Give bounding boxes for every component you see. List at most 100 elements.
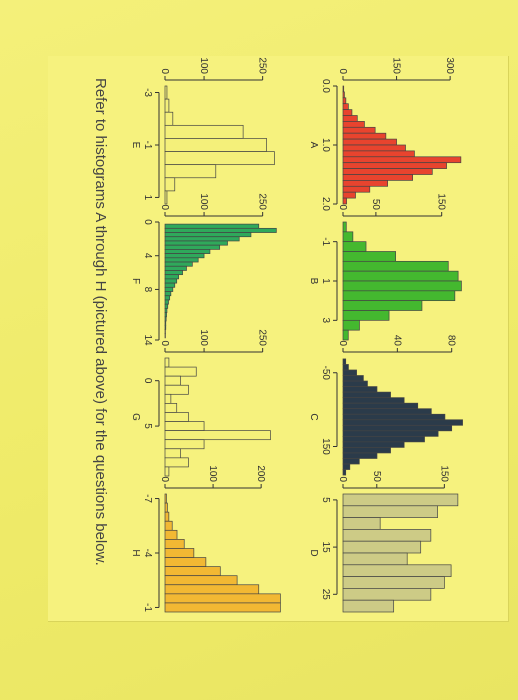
histogram-B: 0 50 150 -1 1 3 B [308, 193, 462, 341]
y-tick-label: 0 [337, 68, 348, 74]
histogram-C-bar [342, 375, 364, 382]
histogram-D-bar [342, 493, 459, 507]
histogram-G-bar [164, 393, 172, 404]
histogram-H-bar [164, 557, 207, 567]
histogram-G-bar [164, 357, 170, 368]
y-tick-label: 0 [337, 340, 348, 346]
y-tick-label: 80 [446, 335, 457, 347]
histogram-C-bar [342, 402, 419, 410]
histogram-G-bar [164, 457, 189, 468]
y-tick-label: 0 [337, 204, 348, 210]
histogram-F-bar [164, 295, 171, 301]
histogram-F-bar [164, 249, 211, 254]
panel-label-B: B [308, 278, 319, 285]
y-tick-label: 150 [436, 193, 447, 210]
histogram-C-bar [342, 458, 360, 465]
histogram-D-bar [342, 505, 438, 518]
histogram-C-bar [342, 469, 347, 476]
histogram-A-bar [342, 185, 371, 193]
histogram-C-bar [342, 436, 425, 443]
histogram-F-bar [164, 320, 167, 326]
x-tick-label: 14 [142, 334, 153, 346]
histogram-A-bar [342, 126, 376, 134]
x-tick-label: 0 [142, 378, 153, 384]
x-tick-label: 1 [142, 195, 153, 201]
histogram-H-bar [164, 602, 281, 613]
histogram-A-bar [342, 144, 406, 152]
histogram-E-bar [164, 177, 176, 192]
histogram-A-bar [342, 174, 413, 181]
histogram-C-bar [342, 441, 405, 448]
y-tick-label: 250 [257, 329, 268, 346]
paper-sheet: 0 150 300 0.0 1.0 2.0 A 0 50 150 -1 1 3 B 0 40 80 -50 150 C… [48, 56, 509, 622]
histogram-D-bar [342, 529, 432, 542]
histogram-B-bar [342, 319, 360, 331]
x-tick-label: 25 [320, 589, 331, 601]
y-tick-label: 0 [159, 204, 170, 210]
histogram-B-bar [342, 270, 459, 282]
panel-label-E: E [130, 142, 141, 149]
histogram-G-bar [164, 466, 170, 477]
histogram-G-bar [164, 421, 205, 431]
x-tick-label: 1 [320, 278, 331, 284]
panel-label-F: F [130, 278, 141, 284]
histogram-C-bar [342, 419, 463, 426]
histogram-F-bar [164, 312, 167, 318]
histogram-F: 0 100 250 0 4 8 14 F [130, 193, 277, 346]
histogram-A-bar [342, 121, 365, 128]
y-tick-label: 250 [257, 193, 268, 210]
histogram-E-bar [164, 138, 267, 152]
histogram-A-bar [342, 115, 358, 122]
histogram-A: 0 150 300 0.0 1.0 2.0 A [308, 57, 462, 211]
histogram-G: 0 100 250 0 5G [130, 329, 271, 477]
histogram-F-bar [164, 286, 174, 292]
histogram-A-bar [342, 150, 415, 158]
histogram-B-bar [342, 241, 367, 252]
histogram-B-bar [342, 329, 349, 341]
caption-text: Refer to histograms A through H (picture… [92, 78, 109, 566]
y-tick-label: 150 [438, 465, 449, 482]
histogram-F-bar [164, 282, 176, 288]
histogram-H-bar [164, 566, 221, 577]
histogram-D-bar [342, 552, 408, 566]
histogram-C-bar [342, 447, 391, 454]
y-tick-label: 100 [207, 465, 218, 482]
x-tick-label: -4 [142, 549, 153, 558]
histogram-A-bar [342, 109, 353, 116]
histogram-C-bar [342, 369, 357, 376]
histogram-H-bar [164, 593, 281, 604]
y-tick-label: 100 [198, 193, 209, 210]
histogram-G-bar [164, 375, 181, 386]
histogram-D-bar [342, 517, 381, 530]
histogram-H-bar [164, 511, 170, 522]
panel-label-H: H [130, 549, 141, 556]
x-tick-label: -3 [142, 88, 153, 97]
histogram-A-bar [342, 180, 388, 187]
histogram-D-bar [342, 599, 395, 613]
histogram-A-bar [342, 91, 345, 99]
histogram-F-bar [164, 265, 187, 271]
histogram-B-bar [342, 300, 423, 311]
x-tick-label: 2.0 [320, 197, 331, 211]
histogram-G-bar [164, 430, 271, 441]
y-tick-label: 150 [391, 57, 402, 74]
y-tick-label: 50 [370, 199, 381, 211]
histogram-G-bar [164, 366, 197, 377]
histogram-E-bar [164, 190, 168, 205]
x-tick-label: -1 [142, 603, 153, 612]
histogram-B-bar [342, 290, 456, 302]
histogram-F-bar [164, 274, 180, 280]
histogram-A-bar [342, 168, 433, 175]
histogram-C-bar [342, 391, 391, 398]
histogram-D-bar [342, 588, 432, 601]
x-tick-label: 5 [142, 423, 153, 429]
x-tick-label: -7 [142, 494, 153, 503]
histogram-F-bar [164, 236, 240, 242]
histogram-C-bar [342, 397, 405, 404]
x-tick-label: 3 [320, 318, 331, 324]
histogram-C-bar [342, 380, 368, 387]
histogram-C: 0 40 80 -50 150 C [308, 335, 463, 476]
histogram-F-bar [164, 240, 228, 246]
x-tick-label: 150 [320, 438, 331, 455]
